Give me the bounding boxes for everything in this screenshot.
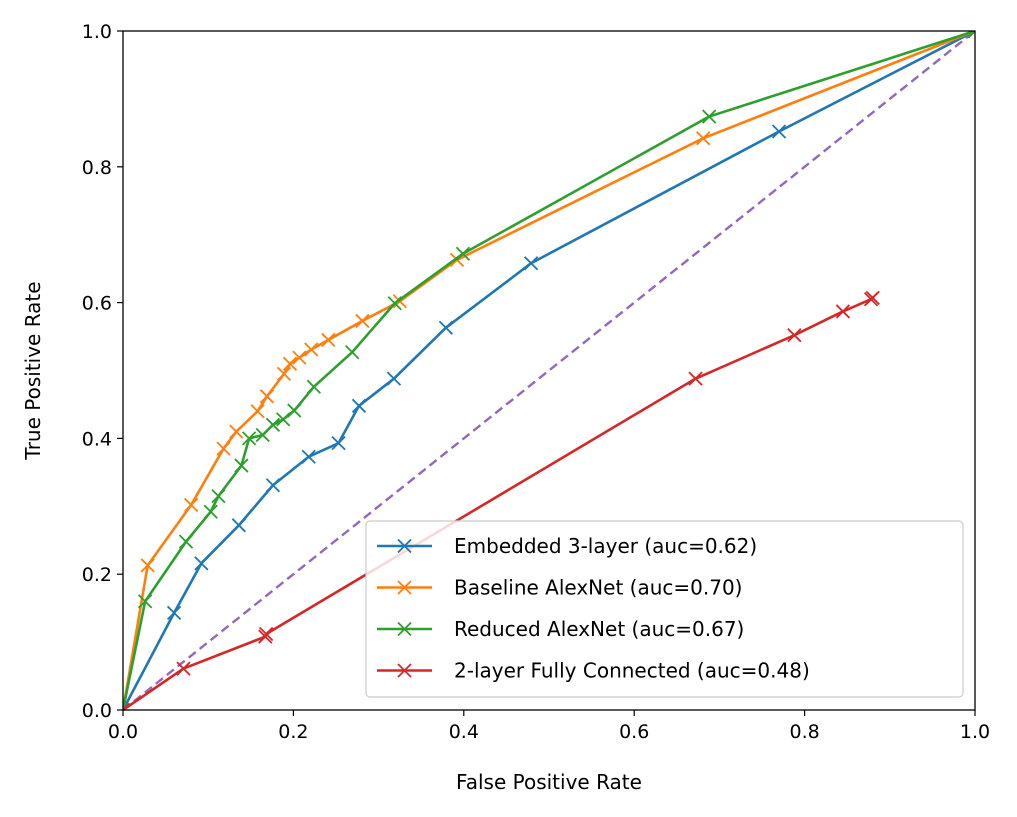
data-point-marker [250,404,265,419]
data-point-marker [438,320,454,335]
data-point-marker [835,304,851,319]
plot-frame [122,30,976,711]
data-point-marker [696,131,711,146]
data-point-marker [276,412,291,427]
x-tick-label: 0.8 [789,721,819,743]
y-tick-label: 0.2 [82,564,112,586]
legend-marker [397,621,412,637]
y-tick-label: 0.8 [82,157,112,179]
x-tick-label: 0.0 [108,721,138,743]
data-point-marker [967,31,975,39]
data-point-marker [287,403,302,418]
data-point-marker [523,256,539,271]
data-point-marker [331,436,346,451]
legend-label: Baseline AlexNet (auc=0.70) [454,576,742,600]
data-point-marker [178,534,194,549]
y-tick-label: 0.6 [82,293,112,315]
axes: 0.0 0.2 0.4 0.6 0.8 1.0 0.0 0.2 0.4 0.6 0.8 1.0 [82,21,990,743]
data-point-marker [265,478,281,493]
data-point-marker [771,124,787,139]
data-point-marker [282,356,298,371]
data-point-marker [321,332,336,348]
data-point-marker [355,313,370,329]
legend-item: Baseline AlexNet (auc=0.70) [377,576,742,600]
legend-item: Embedded 3-layer (auc=0.62) [377,534,757,558]
legend: Embedded 3-layer (auc=0.62) Baseline Alex… [365,520,964,698]
series-group [123,31,975,710]
data-point-marker [184,497,199,513]
data-point-marker [301,449,316,464]
data-point-marker [166,605,182,621]
data-point-marker [216,441,231,456]
data-point-marker [231,518,247,533]
data-point-marker [276,366,292,382]
data-point-marker [176,661,191,676]
legend-label: Embedded 3-layer (auc=0.62) [454,534,757,558]
data-point-marker [140,558,155,573]
x-tick-label: 0.6 [619,721,649,743]
y-tick-label: 0.0 [82,700,112,722]
x-tick-label: 0.2 [278,721,308,743]
data-point-marker [203,504,218,519]
data-point-marker [387,296,402,311]
data-point-marker [787,328,802,343]
data-point-marker [306,379,321,394]
series-2 [123,31,975,710]
series-1 [123,31,975,710]
data-point-marker [865,290,880,305]
legend-marker [397,663,412,678]
data-point-marker [229,424,244,439]
data-point-marker [386,371,402,386]
data-point-marker [292,350,307,365]
y-axis-label: True Positive Rate [21,281,45,460]
data-point-marker [258,626,274,642]
legend-label: 2-layer Fully Connected (auc=0.48) [454,659,810,683]
data-point-marker [138,594,153,609]
data-point-marker [258,629,273,644]
legend-label: Reduced AlexNet (auc=0.67) [454,617,744,641]
series-4 [123,290,880,710]
data-point-marker [259,389,275,404]
data-point-marker [304,342,319,357]
data-point-marker [241,431,257,446]
data-point-marker [123,702,131,710]
legend-item: 2-layer Fully Connected (auc=0.48) [377,659,810,683]
data-point-marker [455,246,471,261]
series-3 [123,31,975,710]
legend-marker [397,538,412,554]
data-point-marker [688,371,703,386]
legend-marker [397,580,412,595]
data-point-marker [211,488,226,504]
data-point-marker [234,458,249,473]
x-tick-label: 1.0 [960,721,990,743]
y-tick-label: 1.0 [82,21,112,43]
data-point-marker [194,556,209,571]
x-tick-label: 0.4 [449,721,479,743]
data-point-marker [702,109,717,124]
legend-box [365,520,964,698]
legend-item: Reduced AlexNet (auc=0.67) [377,617,744,641]
y-tick-label: 0.4 [82,428,112,450]
data-point-marker [345,345,360,360]
data-point-marker [265,417,281,432]
data-point-marker [351,398,367,413]
x-axis-label: False Positive Rate [456,770,642,794]
